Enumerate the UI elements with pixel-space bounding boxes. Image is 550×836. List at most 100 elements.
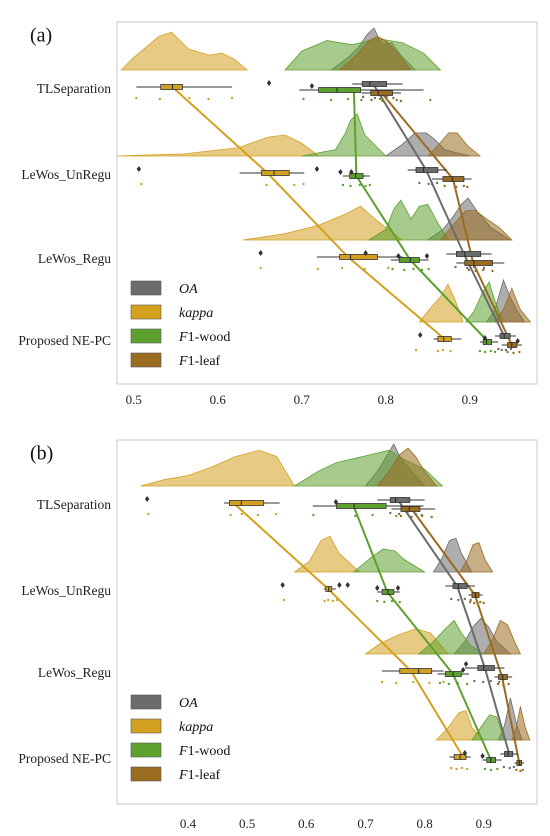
rain-point-f1-wood: [378, 97, 382, 101]
category-label-proposed-ne-pc: Proposed NE-PC: [18, 333, 111, 348]
rain-point-oa: [463, 597, 467, 601]
rain-point-kappa: [240, 512, 244, 516]
outlier-kappa: [136, 166, 142, 172]
rain-point-f1-wood: [403, 268, 406, 272]
box-oa: [389, 497, 411, 503]
outlier-kappa: [266, 80, 272, 86]
box-kappa: [261, 170, 290, 176]
rain-point-kappa: [293, 183, 296, 187]
rain-point-f1-leaf: [410, 515, 413, 519]
outlier-kappa: [345, 582, 350, 588]
rain-point-f1-wood: [364, 184, 367, 188]
rain-point-f1-wood: [438, 681, 442, 685]
box-f1-wood: [336, 503, 387, 509]
rain-point-f1-leaf: [399, 514, 403, 518]
rain-point-f1-wood: [391, 267, 394, 271]
outlier-f1-wood: [338, 169, 343, 175]
rain-point-oa: [406, 511, 409, 515]
x-tick-label: 0.8: [378, 392, 394, 407]
panel-label: (a): [30, 25, 52, 47]
rain-point-oa: [418, 181, 421, 185]
x-tick-label: 0.7: [294, 392, 311, 407]
rain-point-oa: [361, 95, 365, 99]
rain-point-kappa: [256, 513, 259, 517]
box-kappa: [339, 254, 378, 260]
mean-line-oa: [372, 83, 506, 337]
rain-point-kappa: [412, 680, 415, 684]
category-label-lewos-unregu: LeWos_UnRegu: [21, 167, 111, 182]
rain-point-oa: [508, 766, 511, 770]
legend-label-prefix: F: [178, 744, 188, 759]
rain-point-f1-leaf: [381, 99, 384, 103]
rain-point-oa: [497, 680, 501, 684]
rain-point-f1-wood: [312, 513, 315, 517]
rain-point-f1-wood: [349, 184, 352, 188]
rain-point-f1-leaf: [506, 350, 509, 354]
rain-point-oa: [373, 96, 377, 100]
rain-point-f1-wood: [447, 682, 451, 686]
rain-point-kappa: [140, 182, 143, 186]
mean-line-oa: [397, 499, 511, 755]
rain-point-kappa: [230, 96, 234, 100]
mean-line-f1-wood: [352, 89, 490, 343]
box-f1-leaf: [464, 260, 493, 266]
rain-point-f1-leaf: [395, 98, 398, 102]
rain-point-kappa: [460, 766, 464, 770]
outlier-f1-wood: [396, 253, 401, 259]
box-oa: [477, 665, 495, 671]
rain-point-kappa: [265, 183, 268, 187]
rain-point-kappa: [207, 97, 210, 101]
rain-point-kappa: [441, 348, 445, 352]
rain-point-f1-wood: [489, 349, 492, 353]
outlier-kappa: [337, 582, 342, 588]
box-oa: [361, 81, 388, 87]
rain-point-f1-leaf: [515, 768, 518, 772]
density-cloud-kappa: [418, 283, 464, 323]
legend-label-rest: 1-wood: [188, 744, 231, 759]
mean-line-kappa: [232, 502, 464, 758]
density-cloud-f1-wood: [417, 619, 486, 655]
rain-point-kappa: [340, 266, 344, 270]
density-cloud-f1-leaf: [426, 132, 482, 157]
box-kappa: [160, 84, 183, 90]
legend-label-rest: 1-wood: [188, 330, 231, 345]
outlier-f1-wood: [424, 253, 430, 259]
rain-point-f1-leaf: [482, 601, 485, 605]
rain-point-f1-wood: [478, 349, 482, 353]
rain-point-oa: [512, 765, 516, 769]
rain-point-kappa: [363, 267, 366, 271]
rain-point-oa: [502, 765, 506, 769]
legend-swatch-oa: [130, 694, 162, 710]
mean-line-f1-leaf: [410, 508, 521, 764]
rain-point-f1-wood: [395, 514, 398, 518]
rain-point-oa: [509, 347, 513, 351]
rain-point-kappa: [387, 266, 390, 270]
rain-point-f1-wood: [412, 267, 415, 271]
density-cloud-kappa: [120, 31, 249, 71]
outlier-f1-wood: [460, 667, 466, 673]
plot-frame: [116, 439, 538, 805]
rain-point-kappa: [302, 182, 305, 186]
legend-label-oa: OA: [179, 696, 198, 711]
x-tick-label: 0.8: [416, 816, 432, 831]
box-f1-wood: [482, 339, 493, 345]
outlier-f1-leaf: [515, 338, 520, 344]
box-oa: [455, 251, 482, 257]
plot-frame: [116, 21, 538, 385]
rain-point-f1-wood: [341, 183, 345, 187]
legend-label-kappa: kappa: [179, 720, 213, 735]
rain-point-f1-wood: [493, 350, 497, 354]
rain-point-f1-leaf: [462, 184, 466, 188]
legend-swatch-f1-wood: [130, 742, 162, 758]
rain-point-oa: [504, 348, 508, 352]
rain-point-oa: [497, 347, 500, 351]
rain-point-f1-wood: [465, 682, 469, 686]
rain-point-kappa: [414, 348, 418, 352]
outlier-f1-wood: [395, 585, 401, 591]
legend-swatch-f1-leaf: [130, 766, 162, 782]
box-kappa: [399, 668, 433, 674]
rain-point-f1-leaf: [502, 683, 505, 687]
legend-swatch-f1-wood: [130, 328, 162, 344]
outlier-f1-wood: [480, 753, 485, 759]
density-cloud-kappa: [116, 134, 320, 157]
